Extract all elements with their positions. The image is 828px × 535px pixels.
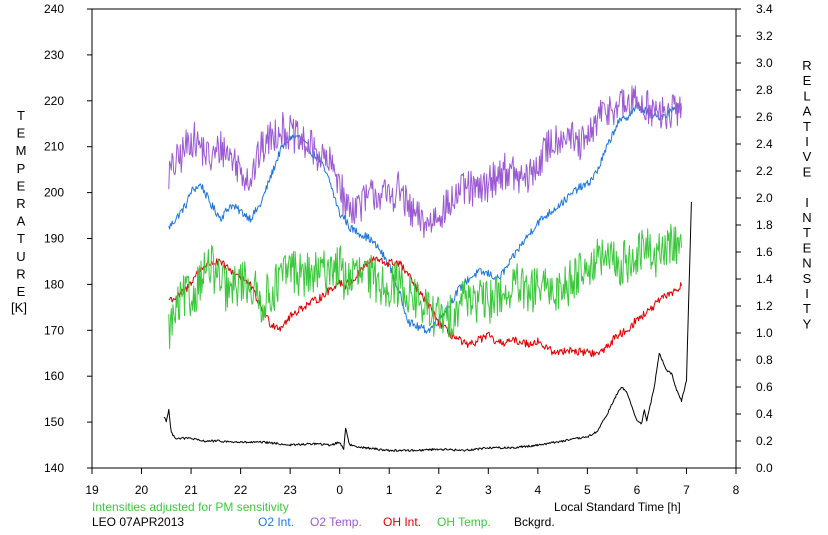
y-left-tick-label: 170 [44, 323, 64, 337]
y-left-tick-label: 210 [44, 140, 64, 154]
y-right-tick-label: 3.0 [756, 56, 773, 70]
right-axis-title-letter: L [803, 88, 810, 103]
left-axis-title-letter: T [17, 108, 25, 123]
y-left-tick-label: 240 [44, 2, 64, 16]
y-left-tick-label: 190 [44, 232, 64, 246]
x-tick-label: 6 [634, 483, 641, 497]
x-tick-label: 4 [535, 483, 542, 497]
y-right-tick-label: 0.2 [756, 434, 773, 448]
series-line-o2-int [168, 103, 682, 334]
right-axis-title-letter: S [803, 271, 812, 286]
x-tick-label: 7 [683, 483, 690, 497]
x-axis-label: Local Standard Time [h] [554, 500, 681, 514]
y-right-tick-label: 1.6 [756, 245, 773, 259]
y-right-tick-label: 1.0 [756, 326, 773, 340]
y-right-tick-label: 0.0 [756, 461, 773, 475]
left-axis-unit: [K] [11, 300, 27, 315]
x-tick-label: 0 [336, 483, 343, 497]
left-axis-title-letter: M [16, 143, 27, 158]
y-right-tick-label: 0.6 [756, 380, 773, 394]
y-left-tick-label: 160 [44, 369, 64, 383]
y-right-tick-label: 2.4 [756, 137, 773, 151]
y-right-tick-label: 2.6 [756, 110, 773, 124]
legend-oh-int: OH Int. [383, 515, 421, 529]
x-tick-label: 23 [283, 483, 297, 497]
legend-o2-temp: O2 Temp. [310, 515, 362, 529]
y-right-tick-label: 3.2 [756, 29, 773, 43]
legend-o2-int: O2 Int. [258, 515, 294, 529]
y-left-tick-label: 140 [44, 461, 64, 475]
left-axis-title-letter: E [17, 126, 26, 141]
right-axis-title-letter: T [803, 225, 811, 240]
y-left-tick-label: 230 [44, 48, 64, 62]
right-axis-title-letter: N [802, 256, 811, 271]
pm-sensitivity-note: Intensities adjusted for PM sensitivity [92, 500, 289, 514]
y-left-tick-label: 180 [44, 277, 64, 291]
right-y-axis: 0.0 0.2 0.4 0.6 0.8 1.0 1.2 1.4 1.6 1.8 2.0 2.2 2.4 2… [736, 2, 773, 475]
right-axis-title-letter: V [803, 149, 812, 164]
x-tick-label: 22 [234, 483, 248, 497]
right-axis-title-letter: I [805, 134, 809, 149]
legend-oh-temp: OH Temp. [437, 515, 491, 529]
series-lines [163, 85, 692, 452]
x-axis: 19 20 21 22 23 0 1 2 3 4 5 6 7 8 [85, 468, 740, 497]
series-line-bckgrd [163, 201, 692, 452]
x-tick-label: 1 [386, 483, 393, 497]
right-axis-title-letter: N [802, 210, 811, 225]
left-axis-title-letter: E [17, 284, 26, 299]
y-left-tick-label: 200 [44, 186, 64, 200]
x-tick-label: 8 [733, 483, 740, 497]
y-right-tick-label: 0.4 [756, 407, 773, 421]
y-right-tick-label: 2.0 [756, 191, 773, 205]
right-axis-title-letter: A [803, 104, 812, 119]
y-right-tick-label: 3.4 [756, 2, 773, 16]
y-right-tick-label: 1.4 [756, 272, 773, 286]
y-right-tick-label: 1.8 [756, 218, 773, 232]
right-axis-title-letter: T [803, 119, 811, 134]
y-right-tick-label: 2.2 [756, 164, 773, 178]
x-tick-label: 5 [584, 483, 591, 497]
y-right-tick-label: 0.8 [756, 353, 773, 367]
left-axis-title-letter: R [16, 196, 25, 211]
y-left-tick-label: 150 [44, 415, 64, 429]
x-tick-label: 21 [184, 483, 198, 497]
legend-bckgrd: Bckgrd. [514, 515, 555, 529]
right-axis-title-letter: T [803, 301, 811, 316]
left-y-axis: 140 150 160 170 180 190 200 210 220 230 240 [44, 2, 92, 475]
left-axis-title-letter: U [16, 249, 25, 264]
right-axis-title-letter: I [805, 286, 809, 301]
y-right-tick-label: 1.2 [756, 299, 773, 313]
x-tick-label: 20 [135, 483, 149, 497]
left-axis-title-letter: A [17, 214, 26, 229]
station-date-label: LEO 07APR2013 [92, 515, 184, 529]
left-axis-title-letter: P [17, 161, 26, 176]
series-line-o2-temp [168, 85, 682, 239]
left-axis-title-letter: T [17, 231, 25, 246]
right-axis-title-letter: E [803, 164, 812, 179]
y-left-tick-label: 220 [44, 94, 64, 108]
left-axis-title-letter: E [17, 178, 26, 193]
x-tick-label: 2 [435, 483, 442, 497]
left-axis-title-letter: R [16, 266, 25, 281]
right-axis-title-letter: I [805, 195, 809, 210]
y-right-tick-label: 2.8 [756, 83, 773, 97]
x-tick-label: 3 [485, 483, 492, 497]
right-axis-title-letter: E [803, 240, 812, 255]
x-tick-label: 19 [85, 483, 99, 497]
right-axis-title-letter: E [803, 73, 812, 88]
series-line-oh-temp [168, 223, 682, 349]
right-axis-title-letter: R [802, 58, 811, 73]
right-axis-title-letter: Y [803, 316, 812, 331]
